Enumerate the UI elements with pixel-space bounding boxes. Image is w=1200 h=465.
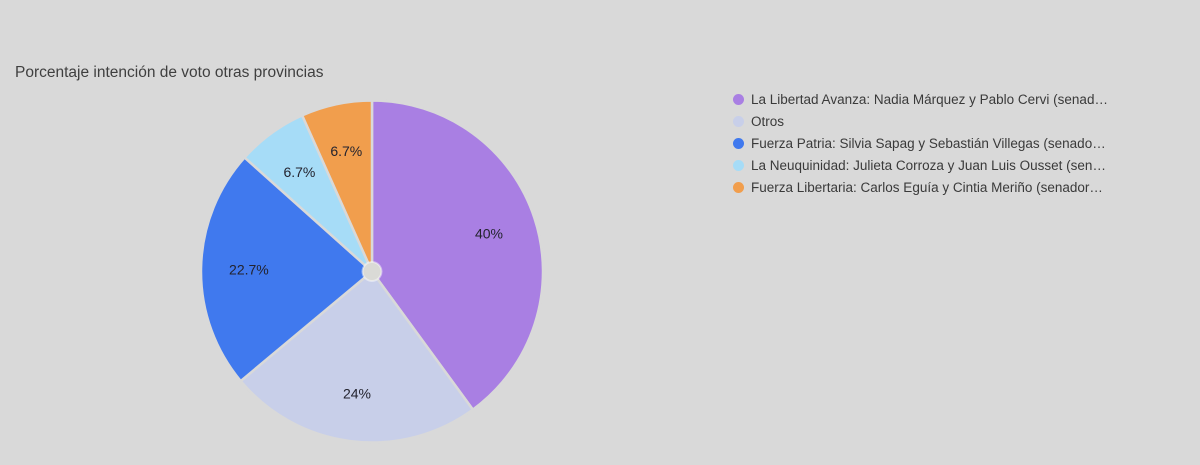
pie-slice-label-3: 6.7%: [283, 164, 315, 180]
pie-center-hole: [361, 261, 383, 282]
pie-slice-1[interactable]: [239, 270, 475, 444]
legend-swatch-icon: [733, 159, 744, 171]
legend-item-2[interactable]: Fuerza Patria: Silvia Sapag y Sebastián …: [733, 132, 1108, 154]
pie-slice-4[interactable]: [300, 99, 374, 273]
legend-item-1[interactable]: Otros: [733, 110, 1108, 132]
pie-slice-label-2: 22.7%: [229, 261, 269, 277]
legend-item-label: Fuerza Patria: Silvia Sapag y Sebastián …: [751, 135, 1106, 151]
pie-slice-0[interactable]: [370, 99, 545, 411]
legend-item-label: La Neuquinidad: Julieta Corroza y Juan L…: [751, 157, 1106, 173]
pie-slice-2[interactable]: [199, 156, 374, 383]
legend-item-0[interactable]: La Libertad Avanza: Nadia Márquez y Pabl…: [733, 88, 1108, 110]
chart-title: Porcentaje intención de voto otras provi…: [15, 64, 324, 81]
legend-item-3[interactable]: La Neuquinidad: Julieta Corroza y Juan L…: [733, 154, 1108, 176]
legend-item-label: Otros: [751, 113, 785, 129]
legend-item-4[interactable]: Fuerza Libertaria: Carlos Eguía y Cintia…: [733, 176, 1108, 198]
legend-swatch-icon: [733, 137, 744, 149]
legend-item-label: Fuerza Libertaria: Carlos Eguía y Cintia…: [751, 179, 1103, 195]
legend: La Libertad Avanza: Nadia Márquez y Pabl…: [733, 88, 1108, 198]
legend-item-label: La Libertad Avanza: Nadia Márquez y Pabl…: [751, 91, 1108, 107]
pie-slice-label-1: 24%: [343, 386, 371, 402]
pie-slice-label-0: 40%: [475, 225, 503, 241]
legend-swatch-icon: [733, 181, 744, 193]
pie-slice-label-4: 6.7%: [330, 143, 362, 159]
legend-swatch-icon: [733, 115, 744, 127]
legend-swatch-icon: [733, 93, 744, 105]
